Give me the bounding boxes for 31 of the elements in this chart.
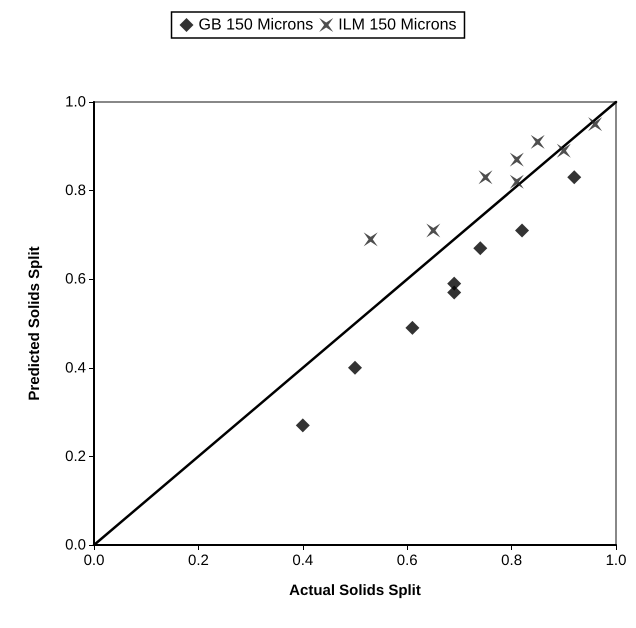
point <box>510 174 524 189</box>
y-tick-label: 0.8 <box>65 182 86 200</box>
point <box>405 320 420 335</box>
x-tick-label: 0.6 <box>396 552 418 569</box>
point <box>364 232 378 246</box>
y-tick-label: 1.0 <box>65 94 86 110</box>
x-axis-title: Actual Solids Split <box>289 582 421 599</box>
x-tick-label: 0.2 <box>188 552 209 569</box>
point <box>426 223 440 238</box>
legend-label: GB 150 Microns <box>198 16 314 34</box>
point <box>530 134 545 149</box>
point <box>556 144 571 158</box>
y-tick-label: 0.4 <box>65 359 86 376</box>
point <box>447 285 462 300</box>
x-tick-label: 0.4 <box>292 552 314 569</box>
y-tick-label: 0.0 <box>65 536 86 554</box>
y-tick-label: 0.2 <box>65 448 86 465</box>
y-tick-label: 0.6 <box>65 270 86 288</box>
point <box>478 170 492 184</box>
point <box>567 170 582 184</box>
point <box>296 418 310 432</box>
point <box>348 360 362 375</box>
x-tick-label: 1.0 <box>606 552 626 569</box>
x-tick-label: 0.8 <box>501 552 522 569</box>
y-axis-title: Predicted Solids Split <box>26 246 43 401</box>
point <box>515 223 530 238</box>
point <box>473 241 488 256</box>
x-tick-label: 0.0 <box>84 552 104 569</box>
point <box>588 117 602 132</box>
legend-label: ILM 150 Microns <box>338 16 456 34</box>
point <box>510 152 524 167</box>
